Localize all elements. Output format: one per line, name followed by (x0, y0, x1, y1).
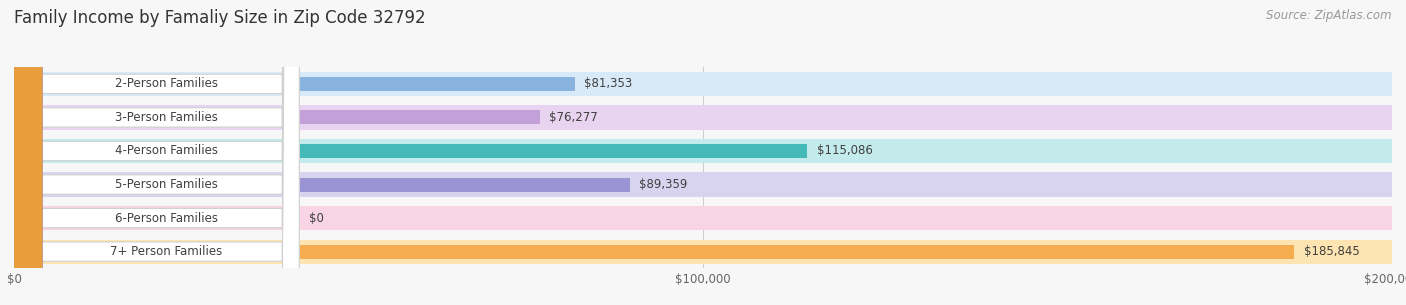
Text: 6-Person Families: 6-Person Families (115, 212, 218, 224)
Text: $89,359: $89,359 (640, 178, 688, 191)
Text: Source: ZipAtlas.com: Source: ZipAtlas.com (1267, 9, 1392, 22)
FancyBboxPatch shape (17, 0, 299, 305)
FancyBboxPatch shape (17, 0, 299, 305)
Text: 2-Person Families: 2-Person Families (115, 77, 218, 90)
Circle shape (14, 0, 42, 305)
Bar (14, 105, 1392, 130)
Bar (14, 139, 1392, 163)
Bar (14, 206, 1392, 230)
Circle shape (14, 0, 42, 305)
Bar (14, 178, 630, 192)
Bar (14, 144, 807, 158)
Text: $115,086: $115,086 (817, 145, 873, 157)
Circle shape (14, 0, 42, 305)
Text: $76,277: $76,277 (550, 111, 598, 124)
Bar (14, 72, 1392, 96)
Text: 4-Person Families: 4-Person Families (115, 145, 218, 157)
FancyBboxPatch shape (17, 0, 299, 305)
Bar (14, 172, 1392, 197)
Text: $185,845: $185,845 (1305, 245, 1360, 258)
Bar (14, 110, 540, 124)
FancyBboxPatch shape (17, 0, 299, 305)
Bar (14, 245, 1295, 259)
Text: Family Income by Famaliy Size in Zip Code 32792: Family Income by Famaliy Size in Zip Cod… (14, 9, 426, 27)
Text: $81,353: $81,353 (583, 77, 633, 90)
Circle shape (14, 0, 42, 305)
Bar (14, 77, 575, 91)
Text: $0: $0 (309, 212, 323, 224)
Text: 7+ Person Families: 7+ Person Families (110, 245, 222, 258)
FancyBboxPatch shape (17, 0, 299, 305)
Bar (14, 239, 1392, 264)
FancyBboxPatch shape (17, 0, 299, 305)
Circle shape (14, 0, 42, 305)
Circle shape (14, 0, 42, 305)
Text: 3-Person Families: 3-Person Families (115, 111, 218, 124)
Text: 5-Person Families: 5-Person Families (115, 178, 218, 191)
